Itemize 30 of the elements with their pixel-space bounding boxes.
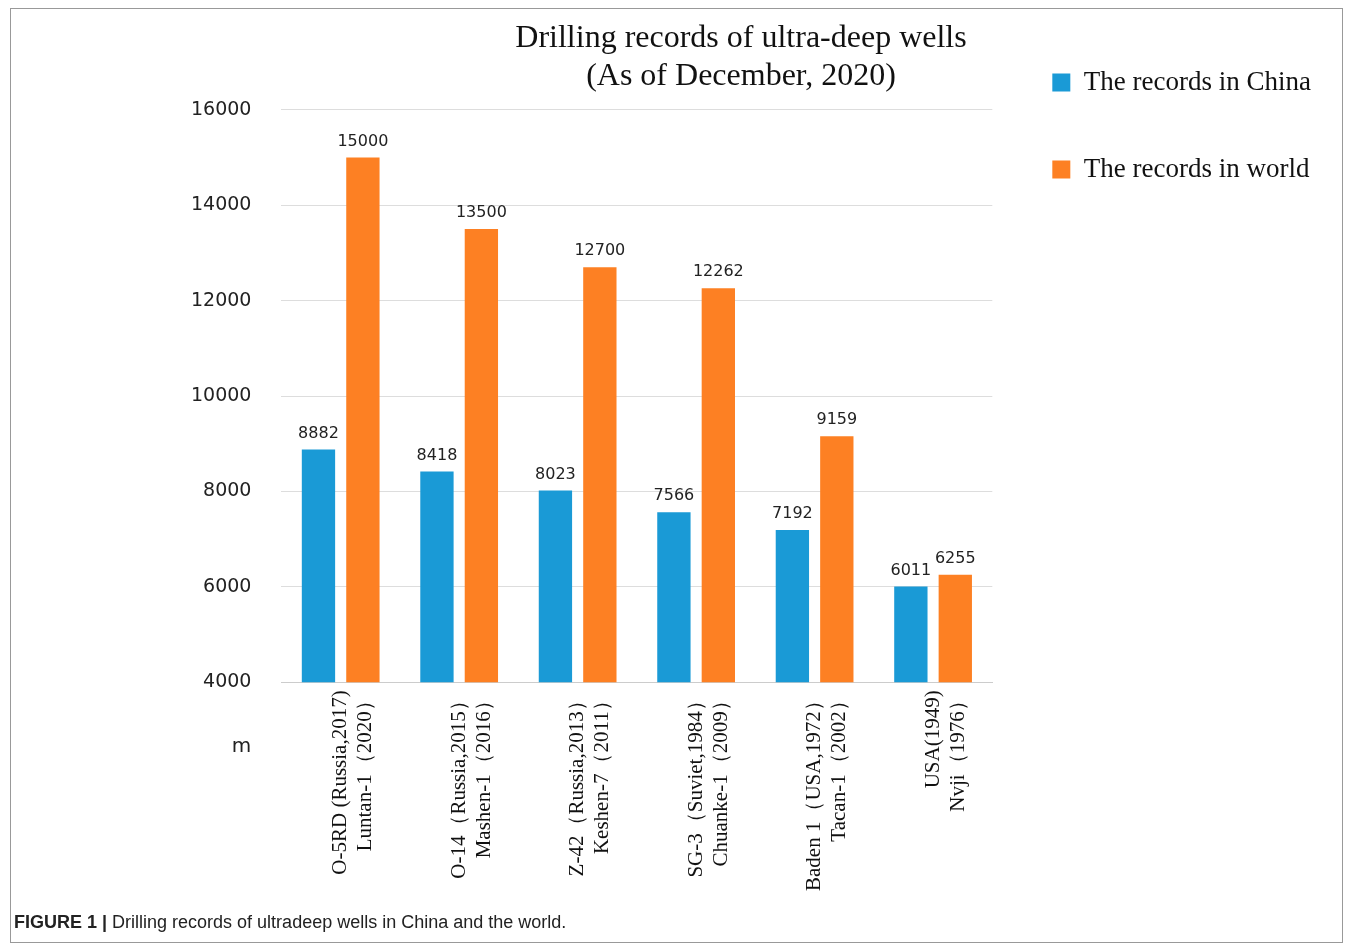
x-tick-label: SG-3（Suviet,1984） Chuanke-1（2009） <box>682 690 732 878</box>
y-tick-label: 4000 <box>203 669 252 692</box>
y-tick-label: 16000 <box>190 96 252 119</box>
data-label: 7566 <box>653 485 695 505</box>
data-label: 15000 <box>337 130 389 150</box>
y-tick-label: 8000 <box>203 478 252 501</box>
y-tick-label: 6000 <box>203 573 252 596</box>
data-label: 8418 <box>416 444 458 464</box>
data-label: 13500 <box>455 202 507 222</box>
caption: FIGURE 1 | Drilling records of ultradeep wells in China and the world. <box>14 912 567 932</box>
data-label: 6255 <box>934 547 976 567</box>
data-label: 12262 <box>692 261 744 281</box>
legend-label: The records in China <box>1083 65 1312 96</box>
x-tick-label: USA(1949) Nvji（1976） <box>919 690 969 812</box>
legend-label: The records in world <box>1083 152 1310 183</box>
data-label: 8023 <box>535 463 576 483</box>
y-tick-label: 12000 <box>190 287 252 310</box>
chart-title: Drilling records of ultra-deep wells (As of December, 2020) <box>515 17 967 93</box>
data-label: 8882 <box>298 422 339 442</box>
data-label: 12700 <box>574 240 626 260</box>
x-tick-label: Baden 1（USA,1972） Tacan-1（2002） <box>801 690 851 892</box>
x-tick-label: O-14（Russia,2015） Mashen-1（2016） <box>445 690 495 879</box>
x-tick-label: Z-42（Russia,2013） Keshen-7（2011） <box>564 690 614 877</box>
data-label: 6011 <box>890 559 932 579</box>
y-tick-label: 10000 <box>190 383 252 406</box>
data-label: 7192 <box>772 503 813 523</box>
x-tick-label: O-5RD (Russia,2017) Luntan-1（2020） <box>327 690 377 875</box>
y-axis-title: m <box>231 733 252 758</box>
data-label: 9159 <box>816 409 858 429</box>
y-tick-label: 14000 <box>190 192 252 215</box>
